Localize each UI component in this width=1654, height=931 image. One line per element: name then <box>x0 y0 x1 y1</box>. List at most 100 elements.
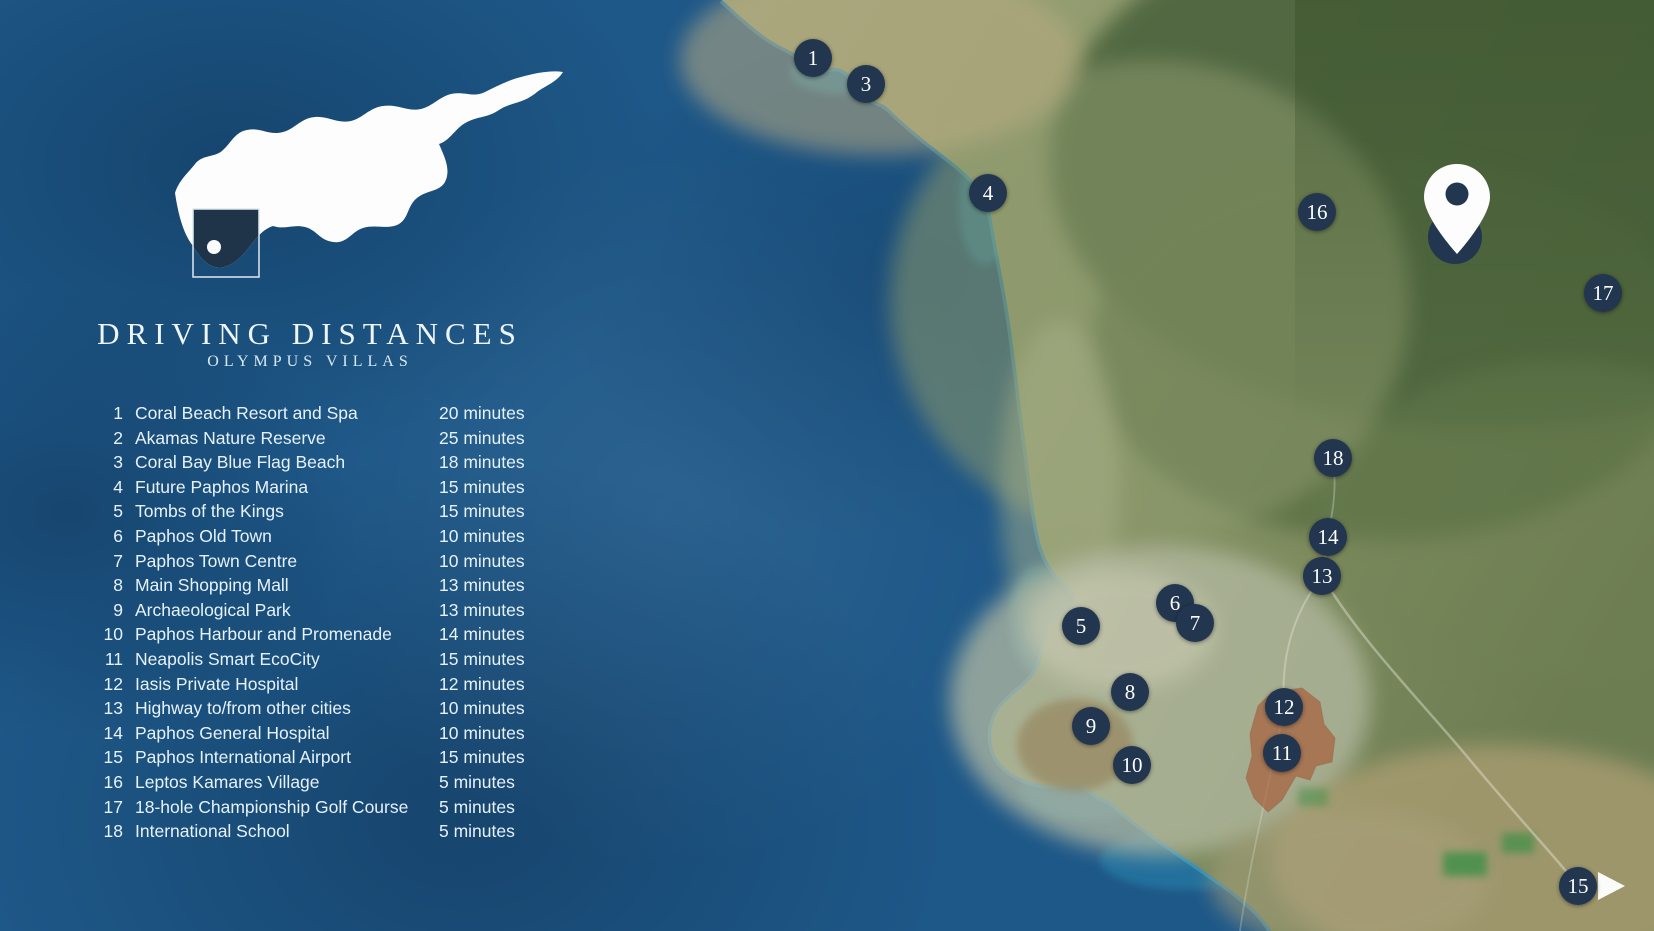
location-name: Paphos General Hospital <box>135 722 330 743</box>
map-marker-11: 11 <box>1263 734 1301 772</box>
map-marker-16: 16 <box>1298 193 1336 231</box>
paphos-region-frame <box>192 208 260 278</box>
distance-list-item: 17 18-hole Championship Golf Course 5 mi… <box>97 795 525 820</box>
distance-list-item: 3 Coral Bay Blue Flag Beach 18 minutes <box>97 450 525 475</box>
driving-time: 20 minutes <box>439 403 525 423</box>
driving-time: 12 minutes <box>439 673 525 694</box>
map-marker-17: 17 <box>1584 274 1622 312</box>
distance-list-item: 15 Paphos International Airport 15 minut… <box>97 745 525 770</box>
location-number: 10 <box>103 624 123 645</box>
location-number: 14 <box>103 722 123 743</box>
location-name: Akamas Nature Reserve <box>135 427 326 448</box>
airport-offmap-arrow-icon <box>1598 872 1625 900</box>
location-name: International School <box>135 821 290 842</box>
page-title: DRIVING DISTANCES <box>97 316 523 351</box>
driving-time: 13 minutes <box>439 599 525 620</box>
location-name: Archaeological Park <box>135 599 291 620</box>
map-marker-5: 5 <box>1062 607 1100 645</box>
distance-list-item: 11 Neapolis Smart EcoCity 15 minutes <box>97 647 525 672</box>
driving-time: 10 minutes <box>439 722 525 743</box>
location-name: Paphos Harbour and Promenade <box>135 624 392 645</box>
location-number: 2 <box>113 427 123 448</box>
map-marker-9: 9 <box>1072 707 1110 745</box>
location-number: 15 <box>103 747 123 768</box>
cyprus-inset-map <box>175 71 563 278</box>
driving-time: 15 minutes <box>439 648 525 669</box>
distance-list-item: 2 Akamas Nature Reserve 25 minutes <box>97 426 525 451</box>
distance-list-item: 6 Paphos Old Town 10 minutes <box>97 524 525 549</box>
location-number: 5 <box>113 501 123 522</box>
location-name: Leptos Kamares Village <box>135 771 320 792</box>
paphos-region-highlight <box>193 209 259 268</box>
location-number: 4 <box>113 476 123 497</box>
location-name: Neapolis Smart EcoCity <box>135 648 320 669</box>
driving-time: 25 minutes <box>439 427 525 448</box>
location-name: Paphos International Airport <box>135 747 351 768</box>
location-number: 12 <box>103 673 123 694</box>
map-marker-1: 1 <box>794 39 832 77</box>
map-marker-14: 14 <box>1309 518 1347 556</box>
location-number: 13 <box>103 698 123 719</box>
driving-time: 10 minutes <box>439 698 525 719</box>
map-marker-18: 18 <box>1314 439 1352 477</box>
location-name: Paphos Old Town <box>135 525 272 546</box>
villas-location-dot <box>207 240 221 254</box>
location-name: Iasis Private Hospital <box>135 673 299 694</box>
location-number: 1 <box>113 403 123 423</box>
driving-time: 10 minutes <box>439 550 525 571</box>
property-location-pin-icon <box>1424 164 1490 264</box>
page-subtitle: OLYMPUS VILLAS <box>207 353 413 370</box>
map-marker-3: 3 <box>847 65 885 103</box>
location-name: Coral Bay Blue Flag Beach <box>135 452 346 473</box>
distance-list-item: 4 Future Paphos Marina 15 minutes <box>97 475 524 500</box>
terrain-shading <box>680 0 1654 931</box>
distance-list-item: 10 Paphos Harbour and Promenade 14 minut… <box>97 622 525 647</box>
location-number: 6 <box>113 525 123 546</box>
map-marker-13: 13 <box>1303 557 1341 595</box>
location-name: 18-hole Championship Golf Course <box>135 796 409 817</box>
map-marker-15: 15 <box>1559 867 1597 905</box>
distance-list-item: 18 International School 5 minutes <box>97 819 525 844</box>
location-name: Highway to/from other cities <box>135 698 351 719</box>
map-marker-7: 7 <box>1176 604 1214 642</box>
distance-list-item: 16 Leptos Kamares Village 5 minutes <box>97 770 525 795</box>
distance-list-item: 8 Main Shopping Mall 13 minutes <box>97 573 525 598</box>
distance-list-item: 9 Archaeological Park 13 minutes <box>97 598 525 623</box>
location-name: Main Shopping Mall <box>135 575 289 596</box>
driving-time: 5 minutes <box>439 821 515 842</box>
driving-time: 18 minutes <box>439 452 525 473</box>
driving-time: 15 minutes <box>439 747 525 768</box>
driving-time: 5 minutes <box>439 771 515 792</box>
map-marker-8: 8 <box>1111 673 1149 711</box>
distance-list-item: 14 Paphos General Hospital 10 minutes <box>97 721 525 746</box>
distance-list-item: 13 Highway to/from other cities 10 minut… <box>97 696 525 721</box>
location-name: Tombs of the Kings <box>135 501 284 522</box>
distance-list-item: 1 Coral Beach Resort and Spa 20 minutes <box>97 401 525 426</box>
location-number: 11 <box>104 648 123 669</box>
driving-time: 15 minutes <box>439 501 525 522</box>
location-name: Coral Beach Resort and Spa <box>135 403 358 423</box>
location-number: 9 <box>113 599 123 620</box>
map-marker-12: 12 <box>1265 688 1303 726</box>
location-number: 3 <box>113 452 123 473</box>
location-name: Future Paphos Marina <box>135 476 309 497</box>
location-name: Paphos Town Centre <box>135 550 298 571</box>
distance-list-item: 5 Tombs of the Kings 15 minutes <box>97 499 525 524</box>
driving-time: 14 minutes <box>439 624 525 645</box>
location-number: 7 <box>113 550 123 571</box>
driving-time: 13 minutes <box>439 575 525 596</box>
location-number: 18 <box>103 821 123 842</box>
distance-list-item: 12 Iasis Private Hospital 12 minutes <box>97 672 525 697</box>
location-number: 17 <box>103 796 123 817</box>
map-marker-4: 4 <box>969 174 1007 212</box>
location-number: 8 <box>113 575 123 596</box>
driving-distances-list: 1 Coral Beach Resort and Spa 20 minutes … <box>97 401 525 844</box>
cyprus-island-shape <box>175 71 563 268</box>
driving-time: 5 minutes <box>439 796 515 817</box>
location-number: 16 <box>103 771 123 792</box>
driving-time: 10 minutes <box>439 525 525 546</box>
map-marker-10: 10 <box>1113 746 1151 784</box>
distance-list-item: 7 Paphos Town Centre 10 minutes <box>97 549 525 574</box>
